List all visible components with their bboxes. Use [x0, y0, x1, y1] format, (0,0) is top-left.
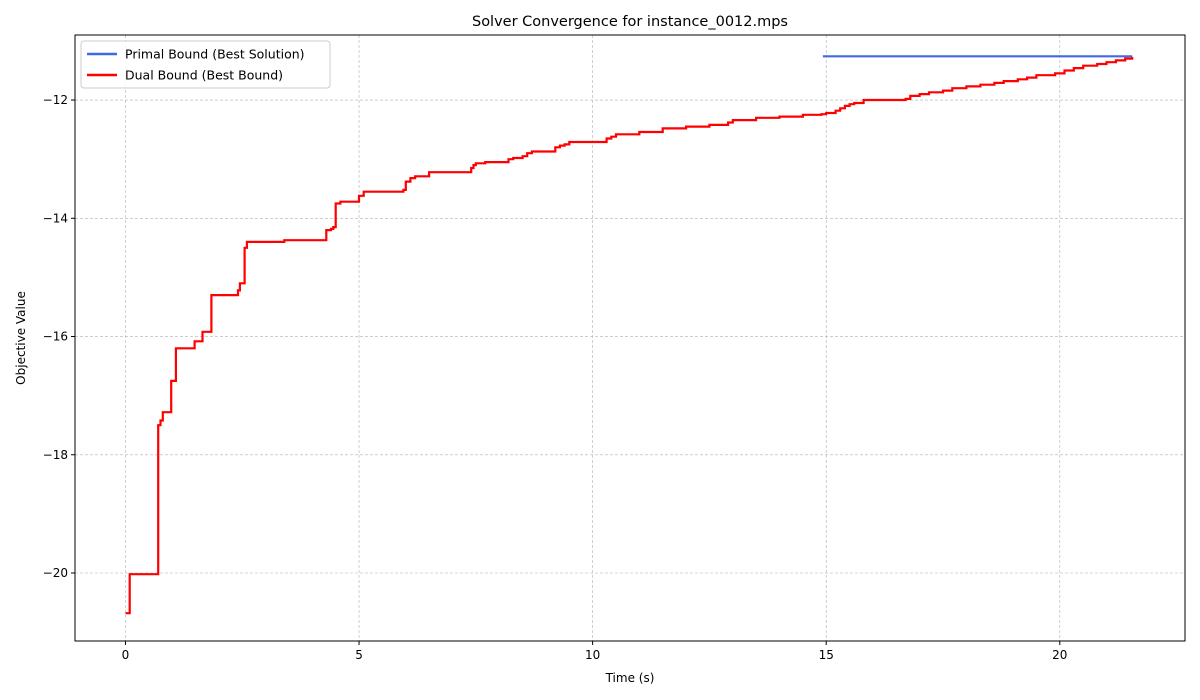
grid — [75, 35, 1185, 641]
dual-bound-line — [125, 56, 1134, 615]
legend: Primal Bound (Best Solution) Dual Bound … — [80, 40, 331, 89]
x-tick-label: 10 — [585, 648, 600, 662]
plot-frame — [74, 34, 1186, 642]
legend-box — [80, 40, 331, 89]
legend-label-dual: Dual Bound (Best Bound) — [125, 68, 283, 83]
y-tick-label: −18 — [43, 448, 68, 462]
x-axis-ticks: 0 5 10 15 20 — [122, 641, 1067, 662]
x-tick-label: 15 — [819, 648, 834, 662]
x-tick-label: 5 — [355, 648, 363, 662]
chart-title: Solver Convergence for instance_0012.mps — [472, 14, 788, 30]
x-tick-label: 20 — [1052, 648, 1067, 662]
legend-label-primal: Primal Bound (Best Solution) — [125, 47, 305, 62]
y-tick-label: −14 — [43, 211, 68, 225]
y-tick-label: −20 — [43, 566, 68, 580]
y-tick-label: −16 — [43, 330, 68, 344]
series-layer — [125, 55, 1134, 615]
x-axis-label: Time (s) — [605, 671, 655, 685]
y-tick-label: −12 — [43, 93, 68, 107]
x-tick-label: 0 — [122, 648, 130, 662]
y-axis-label: Objective Value — [14, 291, 28, 385]
y-axis-ticks: −20 −18 −16 −14 −12 — [43, 93, 75, 580]
